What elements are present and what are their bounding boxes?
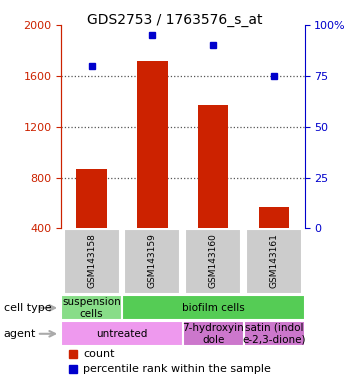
Bar	[259, 207, 289, 228]
Text: count: count	[83, 349, 115, 359]
Text: GSM143160: GSM143160	[209, 233, 218, 288]
Bar	[64, 229, 120, 294]
Text: agent: agent	[4, 329, 36, 339]
Bar	[198, 105, 229, 228]
Bar	[76, 169, 107, 228]
Bar	[246, 229, 302, 294]
Bar	[61, 295, 122, 320]
Text: percentile rank within the sample: percentile rank within the sample	[83, 364, 271, 374]
Text: suspension
cells: suspension cells	[62, 297, 121, 319]
Text: satin (indol
e-2,3-dione): satin (indol e-2,3-dione)	[242, 323, 306, 344]
Text: GSM143158: GSM143158	[87, 233, 96, 288]
Bar	[185, 229, 241, 294]
Bar	[61, 321, 183, 346]
Text: GSM143161: GSM143161	[270, 233, 279, 288]
Text: GSM143159: GSM143159	[148, 233, 157, 288]
Bar	[122, 295, 304, 320]
Text: biofilm cells: biofilm cells	[182, 303, 245, 313]
Text: cell type: cell type	[4, 303, 51, 313]
Bar	[183, 321, 244, 346]
Text: 7-hydroxyin
dole: 7-hydroxyin dole	[182, 323, 244, 344]
Bar	[244, 321, 304, 346]
Text: untreated: untreated	[96, 329, 148, 339]
Text: GDS2753 / 1763576_s_at: GDS2753 / 1763576_s_at	[87, 13, 263, 27]
Bar	[125, 229, 181, 294]
Bar	[137, 61, 168, 228]
